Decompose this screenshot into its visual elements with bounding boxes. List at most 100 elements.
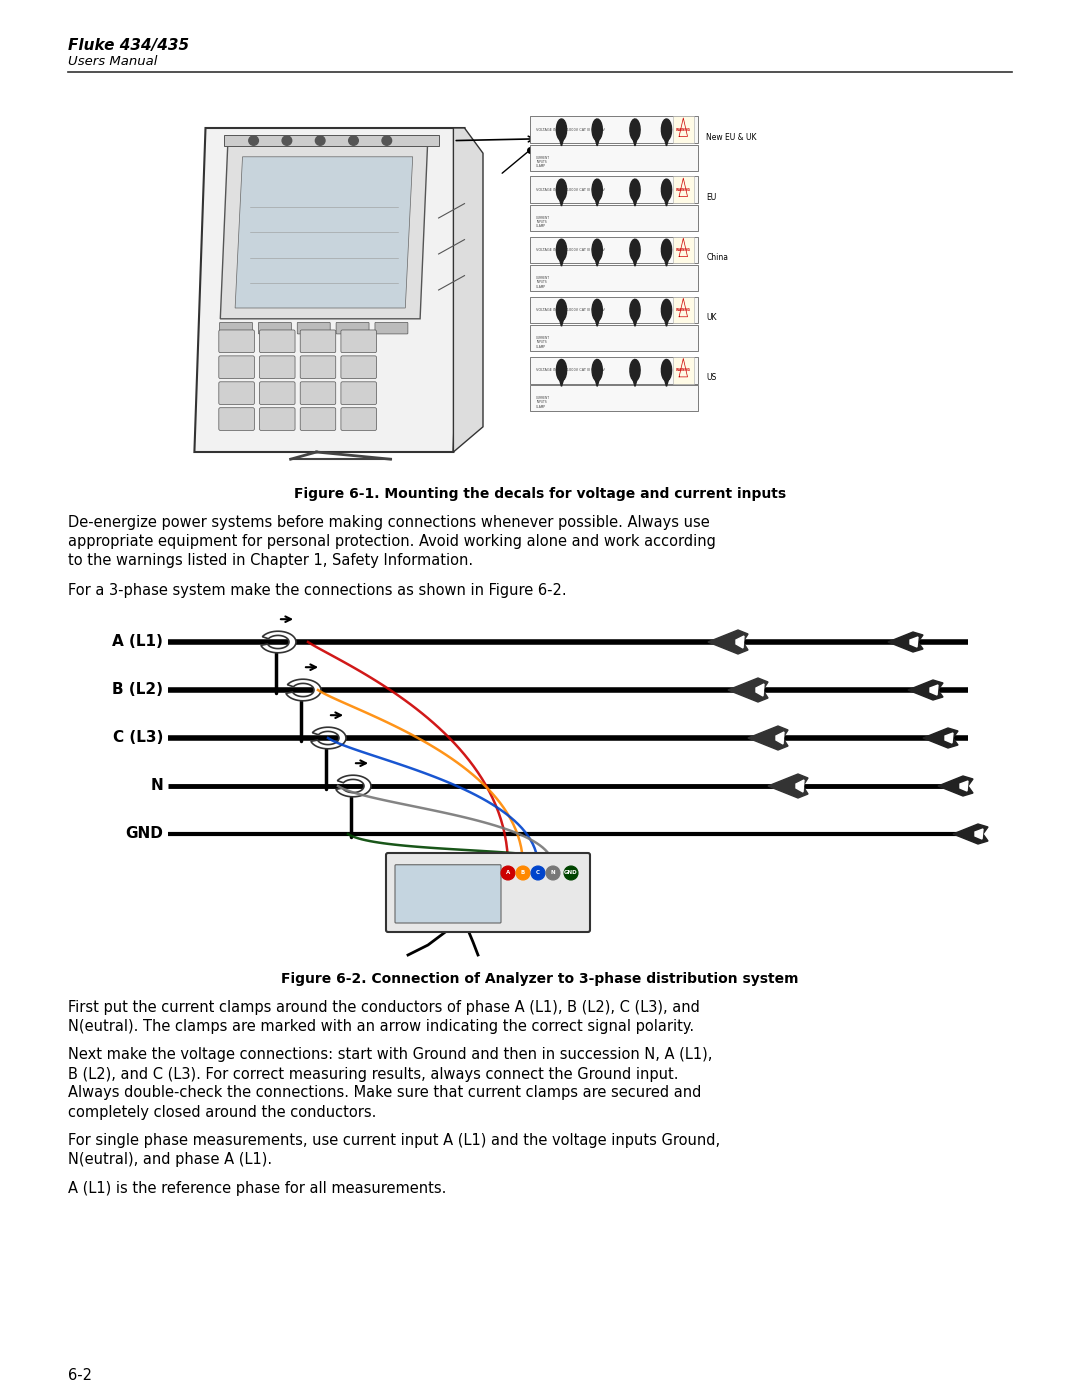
Bar: [673, 116, 693, 142]
Text: WARNING: WARNING: [676, 127, 691, 131]
Polygon shape: [630, 179, 640, 201]
Text: VOLTAGE INPUTS 1000V CAT III 600V IV: VOLTAGE INPUTS 1000V CAT III 600V IV: [537, 369, 605, 372]
Text: CURRENT
INPUTS
CLAMP: CURRENT INPUTS CLAMP: [537, 397, 551, 409]
Circle shape: [564, 866, 578, 880]
Polygon shape: [661, 239, 672, 261]
Text: Figure 6-2. Connection of Analyzer to 3-phase distribution system: Figure 6-2. Connection of Analyzer to 3-…: [281, 972, 799, 986]
Text: De-energize power systems before making connections whenever possible. Always us: De-energize power systems before making …: [68, 515, 710, 529]
FancyBboxPatch shape: [219, 356, 255, 379]
FancyBboxPatch shape: [219, 323, 253, 334]
Text: GND: GND: [564, 870, 578, 876]
Polygon shape: [594, 376, 600, 387]
FancyBboxPatch shape: [259, 330, 295, 352]
Text: First put the current clamps around the conductors of phase A (L1), B (L2), C (L: First put the current clamps around the …: [68, 1000, 700, 1016]
Text: CURRENT
INPUTS
CLAMP: CURRENT INPUTS CLAMP: [537, 337, 551, 349]
Polygon shape: [311, 728, 346, 749]
Polygon shape: [630, 119, 640, 141]
FancyBboxPatch shape: [258, 323, 292, 334]
Circle shape: [531, 866, 545, 880]
Polygon shape: [632, 256, 638, 267]
Polygon shape: [939, 775, 973, 796]
Polygon shape: [632, 376, 638, 387]
Text: completely closed around the conductors.: completely closed around the conductors.: [68, 1105, 376, 1119]
Text: For a 3-phase system make the connections as shown in Figure 6-2.: For a 3-phase system make the connection…: [68, 584, 567, 598]
Bar: [673, 296, 693, 324]
Polygon shape: [796, 780, 804, 792]
Bar: [530, 356, 698, 384]
Circle shape: [546, 866, 561, 880]
Text: EU: EU: [706, 193, 717, 203]
Polygon shape: [556, 239, 567, 261]
FancyBboxPatch shape: [341, 356, 377, 379]
Polygon shape: [558, 256, 565, 267]
Text: A (L1): A (L1): [112, 634, 163, 650]
Text: 6-2: 6-2: [68, 1368, 92, 1383]
Text: WARNING: WARNING: [676, 187, 691, 191]
Text: Figure 6-1. Mounting the decals for voltage and current inputs: Figure 6-1. Mounting the decals for volt…: [294, 488, 786, 502]
Circle shape: [349, 136, 359, 145]
Polygon shape: [632, 316, 638, 327]
Polygon shape: [592, 239, 603, 261]
Polygon shape: [592, 119, 603, 141]
Polygon shape: [663, 376, 670, 387]
Circle shape: [382, 136, 392, 145]
Polygon shape: [454, 129, 483, 453]
Polygon shape: [224, 136, 438, 147]
Bar: [530, 236, 698, 264]
Polygon shape: [594, 136, 600, 145]
Polygon shape: [975, 828, 983, 840]
Polygon shape: [768, 774, 808, 798]
Bar: [530, 205, 698, 231]
FancyBboxPatch shape: [386, 854, 590, 932]
Polygon shape: [194, 129, 464, 453]
Text: B (L2): B (L2): [112, 683, 163, 697]
Bar: [673, 356, 693, 384]
Polygon shape: [910, 637, 918, 647]
FancyBboxPatch shape: [375, 323, 408, 334]
Polygon shape: [953, 824, 988, 844]
Polygon shape: [661, 359, 672, 381]
FancyBboxPatch shape: [219, 330, 255, 352]
Polygon shape: [594, 256, 600, 267]
Text: VOLTAGE INPUTS 1000V CAT III 600V IV: VOLTAGE INPUTS 1000V CAT III 600V IV: [537, 127, 605, 131]
Text: Fluke 434/435: Fluke 434/435: [68, 38, 189, 53]
FancyBboxPatch shape: [259, 381, 295, 405]
Polygon shape: [630, 299, 640, 321]
Circle shape: [248, 136, 258, 145]
Polygon shape: [594, 196, 600, 205]
Polygon shape: [661, 299, 672, 321]
Text: VOLTAGE INPUTS 1000V CAT III 600V IV: VOLTAGE INPUTS 1000V CAT III 600V IV: [537, 309, 605, 312]
Text: A: A: [505, 870, 510, 876]
Polygon shape: [708, 630, 748, 654]
Polygon shape: [235, 156, 413, 307]
Polygon shape: [663, 136, 670, 145]
Polygon shape: [630, 239, 640, 261]
Circle shape: [501, 866, 515, 880]
Text: CURRENT
INPUTS
CLAMP: CURRENT INPUTS CLAMP: [537, 277, 551, 289]
FancyBboxPatch shape: [259, 408, 295, 430]
Text: N: N: [150, 778, 163, 793]
Text: Always double-check the connections. Make sure that current clamps are secured a: Always double-check the connections. Mak…: [68, 1085, 701, 1101]
Polygon shape: [630, 359, 640, 381]
Polygon shape: [945, 733, 953, 743]
Text: UK: UK: [706, 313, 717, 323]
Polygon shape: [558, 136, 565, 145]
FancyBboxPatch shape: [341, 408, 377, 430]
Polygon shape: [661, 179, 672, 201]
Polygon shape: [336, 775, 372, 796]
Polygon shape: [960, 781, 968, 791]
Bar: [530, 145, 698, 170]
FancyBboxPatch shape: [219, 408, 255, 430]
Polygon shape: [735, 636, 744, 648]
Polygon shape: [592, 179, 603, 201]
FancyBboxPatch shape: [300, 330, 336, 352]
Polygon shape: [661, 119, 672, 141]
FancyBboxPatch shape: [300, 408, 336, 430]
Polygon shape: [592, 299, 603, 321]
Text: GND: GND: [125, 827, 163, 841]
Polygon shape: [728, 678, 768, 703]
FancyBboxPatch shape: [341, 381, 377, 405]
FancyBboxPatch shape: [395, 865, 501, 923]
Text: B: B: [521, 870, 525, 876]
Polygon shape: [777, 732, 784, 745]
